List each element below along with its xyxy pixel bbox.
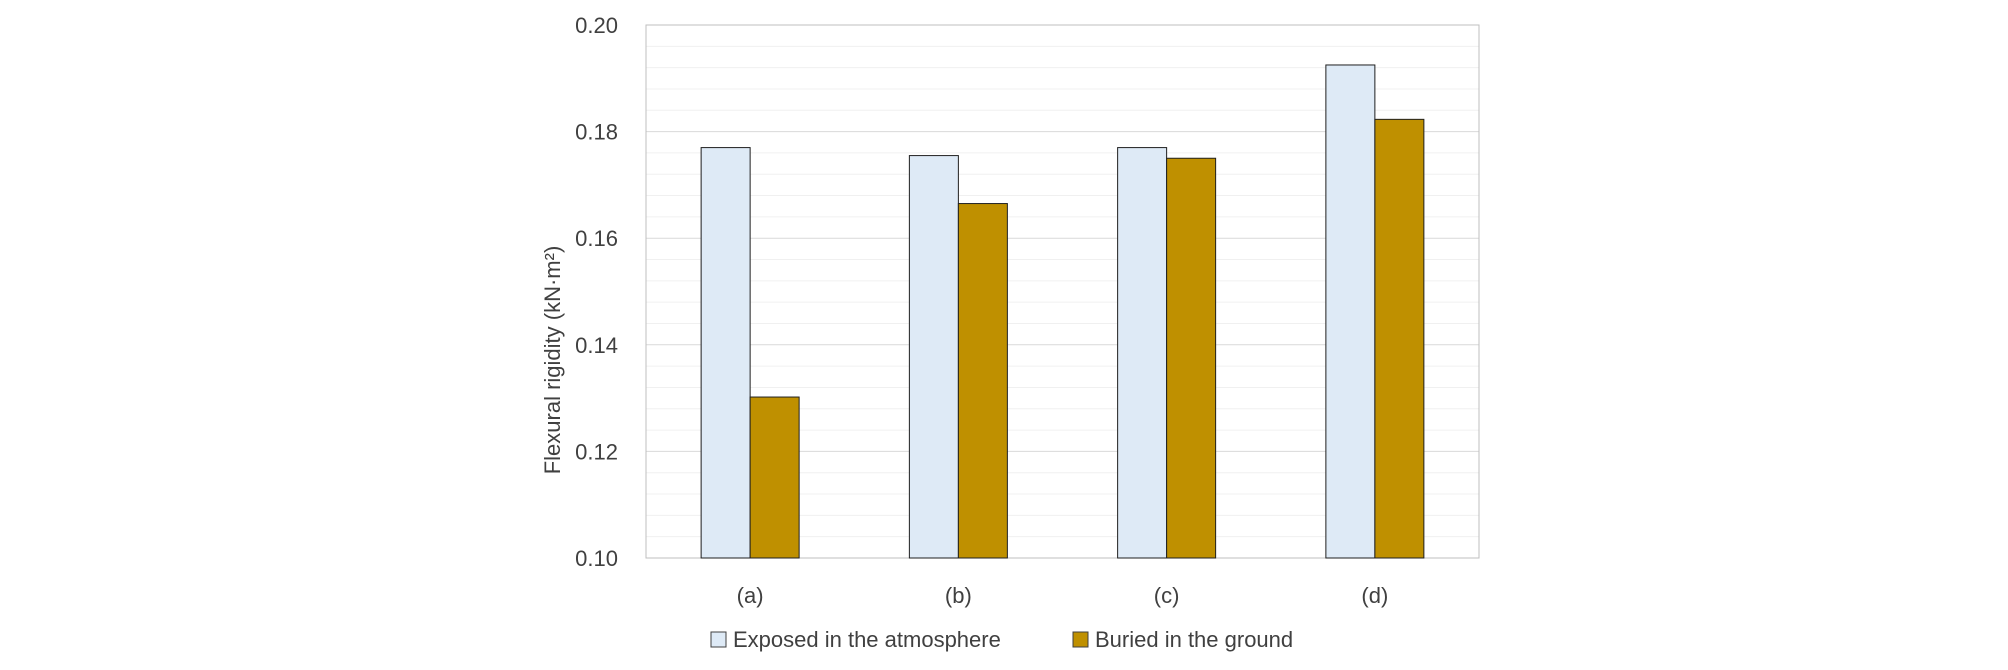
x-tick-label: (c) (1154, 583, 1180, 608)
legend-swatch-buried (1072, 631, 1089, 648)
bar-exposed-a (700, 147, 751, 559)
x-tick-label: (d) (1361, 583, 1388, 608)
bars (700, 64, 1425, 559)
y-tick-label: 0.12 (575, 439, 618, 464)
bar-exposed-c (1117, 147, 1168, 559)
bar-buried-c (1166, 157, 1217, 559)
bar-buried-a (749, 396, 800, 559)
y-axis-title: Flexural rigidity (kN·m²) (540, 246, 565, 475)
legend-swatch-exposed (710, 631, 727, 648)
y-tick-label: 0.14 (575, 333, 618, 358)
y-axis-tick-labels: 0.10 0.12 0.14 0.16 0.18 0.20 (575, 13, 618, 571)
y-tick-label: 0.18 (575, 120, 618, 145)
x-tick-label: (b) (945, 583, 972, 608)
legend: Exposed in the atmosphere Buried in the … (710, 627, 1293, 652)
legend-label-exposed: Exposed in the atmosphere (733, 627, 1001, 652)
x-axis-tick-labels: (a) (b) (c) (d) (737, 583, 1389, 608)
x-tick-label: (a) (737, 583, 764, 608)
bar-buried-d (1374, 118, 1425, 559)
legend-label-buried: Buried in the ground (1095, 627, 1293, 652)
bar-exposed-b (908, 155, 959, 559)
y-tick-label: 0.16 (575, 226, 618, 251)
y-tick-label: 0.10 (575, 546, 618, 571)
bar-buried-b (957, 203, 1008, 559)
plot-area-frame (645, 24, 1480, 559)
bar-exposed-d (1325, 64, 1376, 559)
y-tick-label: 0.20 (575, 13, 618, 38)
